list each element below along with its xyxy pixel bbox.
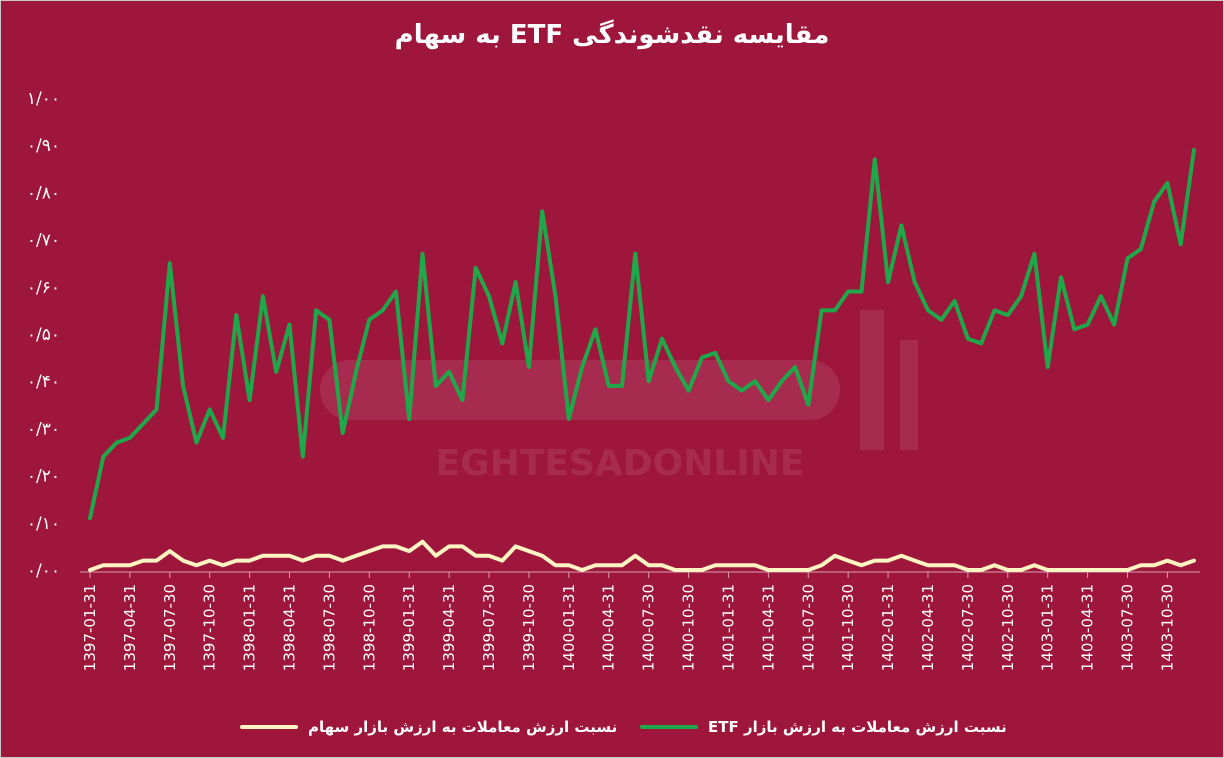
legend-item-stock: نسبت ارزش معاملات به ارزش بازار سهام bbox=[240, 714, 617, 740]
x-tick-label: 1401-10-30 bbox=[839, 584, 857, 671]
y-axis-ticks: ۰/۰۰ ۰/۱۰ ۰/۲۰ ۰/۳۰ ۰/۴۰ ۰/۵۰ ۰/۶۰ ۰/۷۰ ۰/۸۰ ۰/۹۰… bbox=[27, 89, 60, 581]
x-tick-label: 1402-07-30 bbox=[959, 584, 977, 671]
legend-label-etf: نسبت ارزش معاملات به ارزش بازار ETF bbox=[708, 718, 1007, 736]
x-tick-label: 1402-04-31 bbox=[919, 584, 937, 671]
x-tick-label: 1403-07-30 bbox=[1118, 584, 1136, 671]
chart-title: مقایسه نقدشوندگی ETF به سهام bbox=[394, 20, 830, 50]
x-tick-label: 1398-01-31 bbox=[241, 584, 259, 671]
y-tick-label: ۱/۰۰ bbox=[27, 89, 60, 109]
x-tick-label: 1399-07-30 bbox=[480, 584, 498, 671]
x-tick-label: 1399-04-31 bbox=[440, 584, 458, 671]
x-tick-label: 1398-10-30 bbox=[360, 584, 378, 671]
x-tick-label: 1397-07-30 bbox=[161, 584, 179, 671]
x-axis-ticks: 1397-01-31 1397-04-31 1397-07-30 1397-10-30… bbox=[81, 572, 1176, 671]
legend-label-stock: نسبت ارزش معاملات به ارزش بازار سهام bbox=[308, 718, 618, 736]
x-tick-label: 1398-07-30 bbox=[320, 584, 338, 671]
x-tick-label: 1400-01-31 bbox=[560, 584, 578, 671]
y-tick-label: ۰/۰۰ bbox=[27, 561, 60, 581]
x-tick-label: 1401-04-31 bbox=[759, 584, 777, 671]
x-tick-label: 1400-04-31 bbox=[600, 584, 618, 671]
y-tick-label: ۰/۱۰ bbox=[27, 514, 60, 534]
x-tick-label: 1400-07-30 bbox=[640, 584, 658, 671]
x-tick-label: 1403-01-31 bbox=[1039, 584, 1057, 671]
x-tick-label: 1397-04-31 bbox=[121, 584, 139, 671]
y-tick-label: ۰/۴۰ bbox=[27, 372, 60, 392]
y-tick-label: ۰/۶۰ bbox=[27, 278, 60, 298]
legend: نسبت ارزش معاملات به ارزش بازار ETF نسبت… bbox=[0, 714, 1224, 740]
x-tick-label: 1403-04-31 bbox=[1079, 584, 1097, 671]
series-line-stock bbox=[88, 539, 1196, 572]
watermark-text: EGHTESADONLINE bbox=[436, 443, 805, 484]
y-tick-label: ۰/۳۰ bbox=[27, 419, 60, 439]
x-tick-label: 1403-10-30 bbox=[1158, 584, 1176, 671]
x-tick-label: 1401-07-30 bbox=[799, 584, 817, 671]
series-lines bbox=[88, 147, 1196, 572]
x-tick-label: 1398-04-31 bbox=[281, 584, 299, 671]
y-tick-label: ۰/۸۰ bbox=[27, 183, 60, 203]
x-tick-label: 1400-10-30 bbox=[680, 584, 698, 671]
x-tick-label: 1397-01-31 bbox=[81, 584, 99, 671]
legend-swatch-stock bbox=[240, 725, 298, 729]
y-tick-label: ۰/۲۰ bbox=[27, 467, 60, 487]
x-tick-label: 1402-01-31 bbox=[879, 584, 897, 671]
x-tick-label: 1399-10-30 bbox=[520, 584, 538, 671]
x-tick-label: 1397-10-30 bbox=[201, 584, 219, 671]
legend-item-etf: نسبت ارزش معاملات به ارزش بازار ETF bbox=[640, 714, 1007, 740]
x-tick-label: 1399-01-31 bbox=[400, 584, 418, 671]
y-tick-label: ۰/۹۰ bbox=[27, 136, 60, 156]
x-tick-label: 1401-01-31 bbox=[719, 584, 737, 671]
series-line-etf bbox=[88, 147, 1196, 521]
y-tick-label: ۰/۵۰ bbox=[27, 325, 60, 345]
legend-swatch-etf bbox=[640, 725, 698, 729]
y-tick-label: ۰/۷۰ bbox=[27, 231, 60, 251]
x-tick-label: 1402-10-30 bbox=[999, 584, 1017, 671]
